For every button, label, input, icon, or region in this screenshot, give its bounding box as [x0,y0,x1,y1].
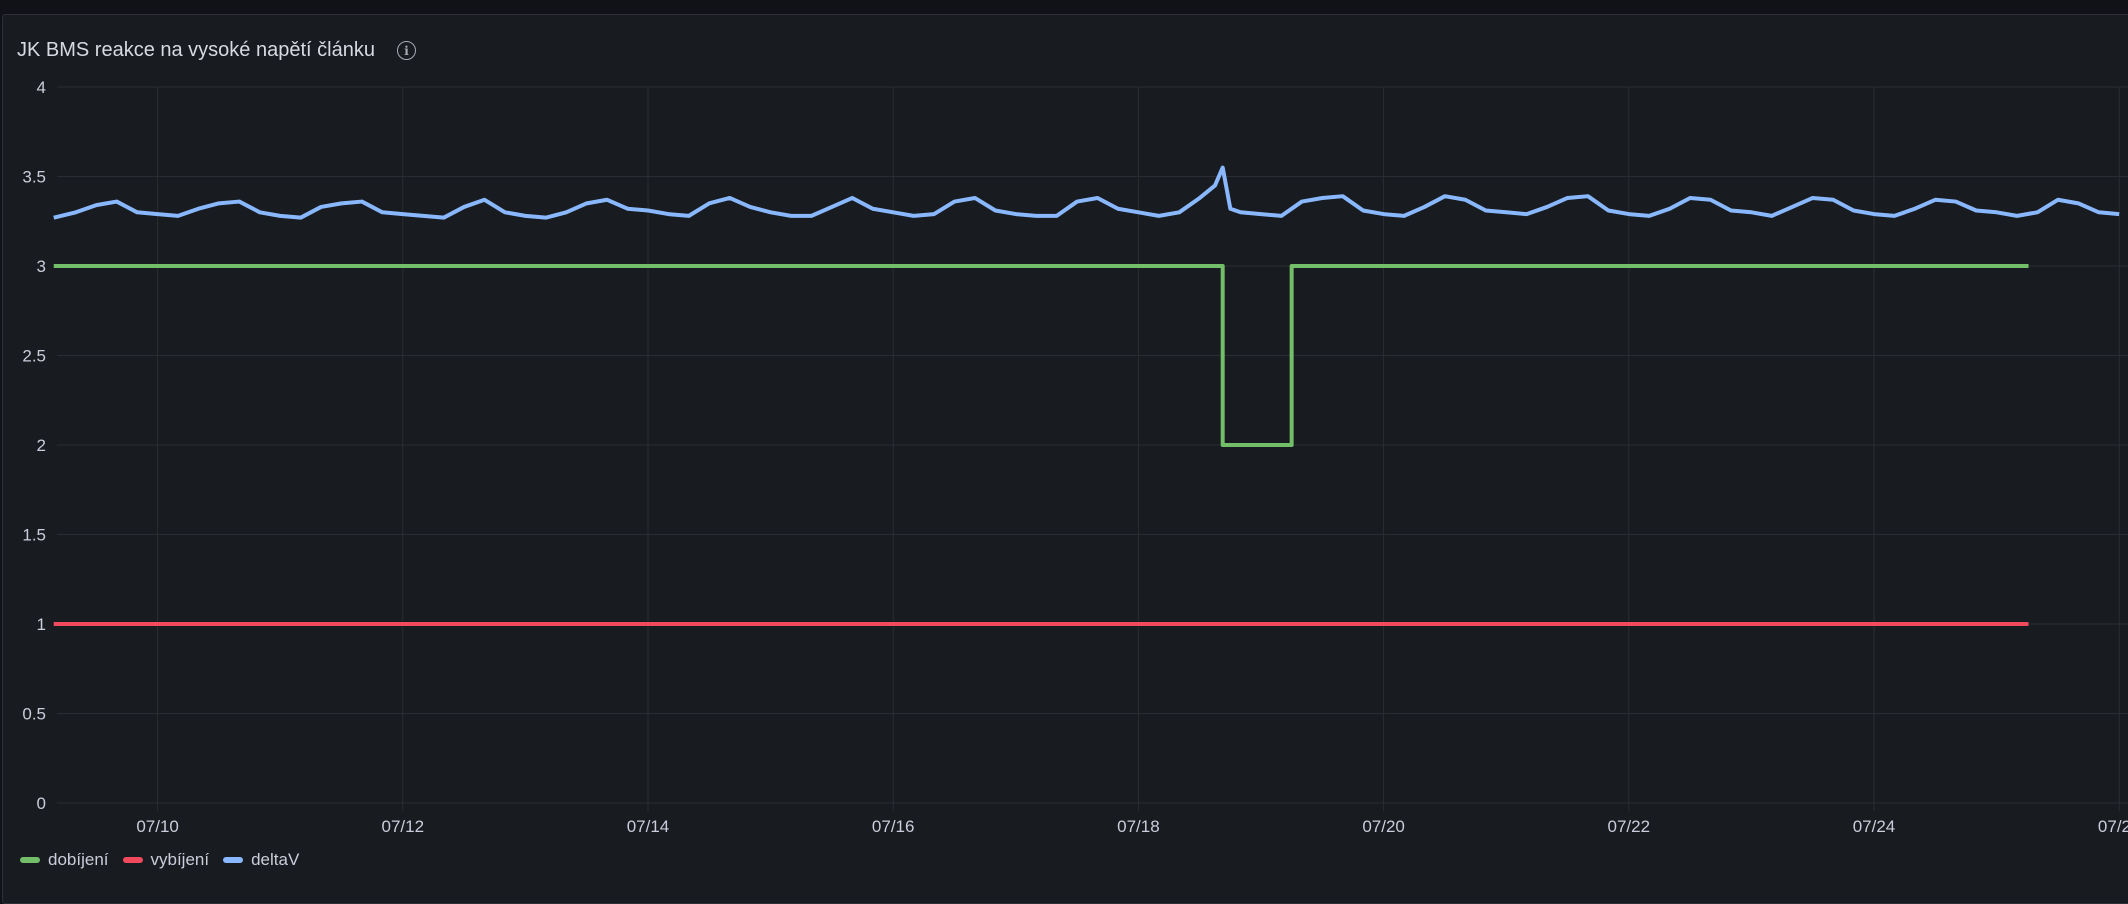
x-tick-label: 07/10 [136,817,179,836]
x-tick-label: 07/24 [1853,817,1896,836]
x-tick-label: 07/16 [872,817,915,836]
y-tick-label: 1.5 [22,526,46,545]
y-tick-label: 0.5 [22,705,46,724]
legend-item-vybijeni[interactable]: vybíjení [122,850,210,870]
y-tick-label: 3 [37,257,46,276]
y-tick-label: 2 [37,436,46,455]
legend-label: dobíjení [48,850,109,869]
panel-title: JK BMS reakce na vysoké napětí článku [17,39,375,61]
legend-item-dobijeni[interactable]: dobíjení [20,850,109,870]
x-tick-label: 07/14 [627,817,670,836]
series-line-deltaV [53,165,2120,220]
legend-label: deltaV [251,850,300,869]
legend-item-deltav[interactable]: deltaV [223,850,299,870]
y-tick-label: 4 [37,78,46,97]
x-tick-label: 07/18 [1117,817,1160,836]
y-tick-label: 2.5 [22,347,46,366]
y-tick-label: 1 [37,615,46,634]
info-circle-icon[interactable]: i [396,41,416,60]
legend: dobíjení vybíjení deltaV [20,850,299,870]
x-tick-label: 07/26 [2098,817,2128,836]
legend-swatch-red [122,857,143,863]
y-tick-label: 3.5 [22,168,46,187]
series-line-dobíjení [53,264,2029,447]
y-tick-label: 0 [37,794,46,813]
x-tick-label: 07/12 [382,817,425,836]
legend-label: vybíjení [150,850,210,869]
x-tick-label: 07/20 [1362,817,1405,836]
legend-swatch-blue [223,857,244,863]
chart-panel: JK BMS reakce na vysoké napětí článku i [2,14,2128,904]
legend-swatch-green [20,857,40,863]
panel-header: JK BMS reakce na vysoké napětí článku i [17,39,416,62]
x-tick-label: 07/22 [1608,817,1651,836]
